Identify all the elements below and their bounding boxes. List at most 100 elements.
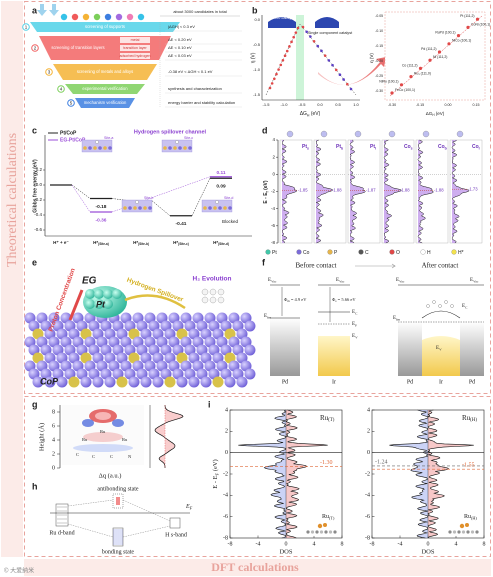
atom bbox=[319, 530, 324, 534]
atom bbox=[135, 200, 139, 204]
atom bbox=[148, 206, 152, 210]
evolution-label: H₂ Evolution bbox=[193, 276, 232, 283]
layer-label: transition layer bbox=[123, 46, 147, 50]
atom bbox=[95, 140, 99, 144]
text-part: Ru bbox=[322, 514, 329, 520]
surface-atom bbox=[116, 376, 128, 388]
atom bbox=[475, 530, 479, 534]
surface-atom bbox=[140, 376, 152, 388]
candidate-ball bbox=[60, 13, 68, 21]
x-axis-label: DOS bbox=[279, 548, 292, 555]
point-label: Ru₃ (111,0) bbox=[414, 71, 431, 75]
site-label: Site-d bbox=[224, 196, 233, 200]
pt-atom bbox=[94, 299, 104, 309]
d-band-label: Ru d-band bbox=[49, 530, 74, 536]
y-tick-label: 4 bbox=[52, 437, 55, 443]
text-part: fm bbox=[267, 315, 271, 319]
legend-dot bbox=[389, 249, 395, 255]
contact-arrow bbox=[355, 263, 396, 269]
ec-label: EC bbox=[352, 310, 358, 315]
catalyst-point bbox=[409, 75, 413, 79]
pt-atom bbox=[112, 289, 122, 299]
phi-label: Φm = 4.9 eV bbox=[284, 297, 307, 303]
text-part: (eV) bbox=[263, 180, 269, 191]
x-tick-label: -0.5 bbox=[299, 102, 307, 107]
h2-molecule bbox=[209, 288, 217, 296]
legend-dot bbox=[265, 249, 271, 255]
x-tick-label: H*(Site-c) bbox=[173, 240, 189, 246]
pt-atom bbox=[103, 299, 113, 309]
profile-fill bbox=[155, 405, 183, 468]
y-tick-label: -6 bbox=[223, 514, 228, 520]
text-part: s bbox=[411, 146, 413, 150]
charge-contour bbox=[112, 419, 124, 427]
criterion: ΔE < 0.03 eV bbox=[168, 53, 192, 58]
candidate-point bbox=[338, 73, 342, 76]
candidate-ball bbox=[137, 13, 145, 21]
text-part: Co bbox=[404, 144, 411, 150]
text-part: E bbox=[396, 278, 399, 283]
y-tick-label: -8 bbox=[271, 240, 275, 245]
dos-line bbox=[427, 409, 474, 539]
energy-label: -0.36 bbox=[96, 217, 107, 223]
text-part: (eV) bbox=[309, 111, 320, 117]
surface-atom bbox=[152, 376, 164, 388]
y-tick-label: -0.15 bbox=[375, 44, 383, 48]
site-label: Ru(T) bbox=[322, 514, 335, 520]
y-tick-label: -1.0 bbox=[253, 67, 261, 72]
atom bbox=[328, 530, 333, 534]
candidate-ball bbox=[93, 13, 101, 21]
atom bbox=[465, 523, 469, 527]
catalyst-point bbox=[437, 50, 442, 54]
legend-label: H* bbox=[458, 250, 464, 256]
atom bbox=[133, 206, 137, 210]
layer-box bbox=[120, 53, 150, 59]
volcano bbox=[265, 23, 357, 96]
atom bbox=[183, 146, 187, 150]
x-tick-label: -4 bbox=[398, 541, 403, 547]
y-tick-label: -6 bbox=[365, 514, 370, 520]
text-part: = 5.66 eV bbox=[337, 297, 357, 302]
y-tick-label: -0.05 bbox=[375, 14, 383, 18]
point-label: FeCo (100,1) bbox=[395, 88, 415, 92]
atom bbox=[173, 146, 177, 150]
surface-atom bbox=[128, 376, 140, 388]
y-tick-label: 0 bbox=[225, 450, 228, 456]
candidate-point bbox=[327, 59, 331, 62]
side-strip bbox=[1, 1, 23, 557]
candidate-point bbox=[349, 87, 353, 91]
step-label: screening of supports bbox=[85, 24, 125, 29]
ec-label: EC bbox=[462, 304, 468, 309]
criterion: synthesis and characterization bbox=[168, 86, 222, 91]
structure-icon bbox=[320, 130, 328, 138]
layer-box bbox=[120, 45, 150, 51]
candidate-point bbox=[288, 45, 291, 48]
candidate-point bbox=[323, 54, 327, 57]
text-part: Vac bbox=[473, 279, 479, 283]
atom bbox=[223, 206, 227, 210]
charge-contour bbox=[82, 419, 94, 427]
text-part: b bbox=[445, 146, 447, 150]
y-tick-label: 0 bbox=[272, 172, 275, 177]
center-value: -1.88 bbox=[434, 188, 444, 193]
text-part: ΔG bbox=[300, 111, 307, 117]
candidate-ball bbox=[115, 13, 123, 21]
point-label: RuPd (100,1) bbox=[435, 30, 455, 34]
panel-letter: g bbox=[32, 399, 38, 409]
x-tick-label: 0 bbox=[285, 541, 288, 547]
dos-line bbox=[383, 139, 402, 244]
atom bbox=[466, 530, 470, 534]
funnel-step bbox=[53, 64, 157, 80]
text-part: Vac bbox=[399, 279, 405, 283]
atom bbox=[448, 530, 452, 534]
pt-atom bbox=[85, 299, 95, 309]
x-tick-label: H*(Site-a) bbox=[93, 240, 109, 246]
text-part: H bbox=[307, 113, 310, 117]
connector bbox=[191, 178, 211, 216]
metal-label: Pd bbox=[469, 379, 475, 385]
lattice-icon bbox=[315, 17, 339, 28]
atom bbox=[163, 146, 167, 150]
energy-label: 0.11 bbox=[216, 170, 225, 176]
catalyst-point bbox=[399, 83, 404, 87]
bottom-frame bbox=[24, 396, 491, 557]
